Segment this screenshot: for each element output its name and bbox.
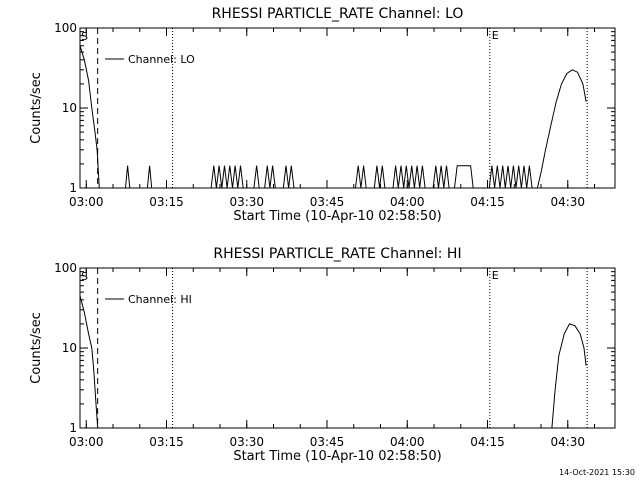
start-marker-label: S bbox=[81, 270, 88, 283]
plot-frame bbox=[79, 27, 616, 189]
y-tick-label: 10 bbox=[62, 341, 77, 355]
y-tick-label: 100 bbox=[54, 261, 77, 275]
x-tick-label: 03:00 bbox=[69, 195, 104, 209]
x-tick-label: 04:30 bbox=[550, 195, 585, 209]
series-line-segment bbox=[125, 165, 131, 189]
chart-title: RHESSI PARTICLE_RATE Channel: LO bbox=[212, 6, 464, 22]
x-tick-label: 04:15 bbox=[470, 435, 505, 449]
x-tick-label: 04:00 bbox=[390, 435, 425, 449]
x-tick-label: 03:45 bbox=[310, 195, 345, 209]
series-line-segment bbox=[146, 165, 153, 189]
x-tick-label: 03:45 bbox=[310, 435, 345, 449]
plot-frame bbox=[79, 267, 616, 429]
x-tick-label: 03:15 bbox=[149, 195, 184, 209]
x-tick-label: 04:00 bbox=[390, 195, 425, 209]
x-tick-label: 04:15 bbox=[470, 195, 505, 209]
x-axis-label: Start Time (10-Apr-10 02:58:50) bbox=[233, 209, 441, 224]
y-axis-label: Counts/sec bbox=[29, 312, 44, 384]
x-tick-label: 03:30 bbox=[229, 435, 264, 449]
end-marker-label: E bbox=[492, 29, 499, 42]
y-tick-label: 10 bbox=[62, 101, 77, 115]
series-line-segment bbox=[210, 165, 295, 189]
y-axis-label: Counts/sec bbox=[29, 72, 44, 144]
y-tick-label: 1 bbox=[69, 181, 77, 195]
chart-title: RHESSI PARTICLE_RATE Channel: HI bbox=[213, 246, 461, 262]
x-tick-label: 03:15 bbox=[149, 435, 184, 449]
x-tick-label: 03:30 bbox=[229, 195, 264, 209]
series-line-segment bbox=[551, 323, 587, 429]
y-tick-label: 100 bbox=[54, 21, 77, 35]
x-tick-label: 04:30 bbox=[550, 435, 585, 449]
end-marker-label: E bbox=[492, 269, 499, 282]
x-axis-label: Start Time (10-Apr-10 02:58:50) bbox=[233, 449, 441, 464]
series-line-segment bbox=[488, 69, 587, 189]
series-line-segment bbox=[79, 295, 99, 429]
panel-lo: RHESSI PARTICLE_RATE Channel: LO 03:00 03:… bbox=[29, 6, 616, 224]
panel-hi: RHESSI PARTICLE_RATE Channel: HI 03:00 03:… bbox=[29, 246, 616, 464]
series-line-segment bbox=[355, 165, 474, 189]
series-line-segment bbox=[79, 45, 100, 189]
start-marker-label: S bbox=[81, 30, 88, 43]
legend-label: Channel: HI bbox=[128, 293, 192, 306]
x-tick-label: 03:00 bbox=[69, 435, 104, 449]
legend-label: Channel: LO bbox=[128, 53, 195, 66]
y-tick-label: 1 bbox=[69, 421, 77, 435]
generation-timestamp: 14-Oct-2021 15:30 bbox=[559, 468, 635, 477]
